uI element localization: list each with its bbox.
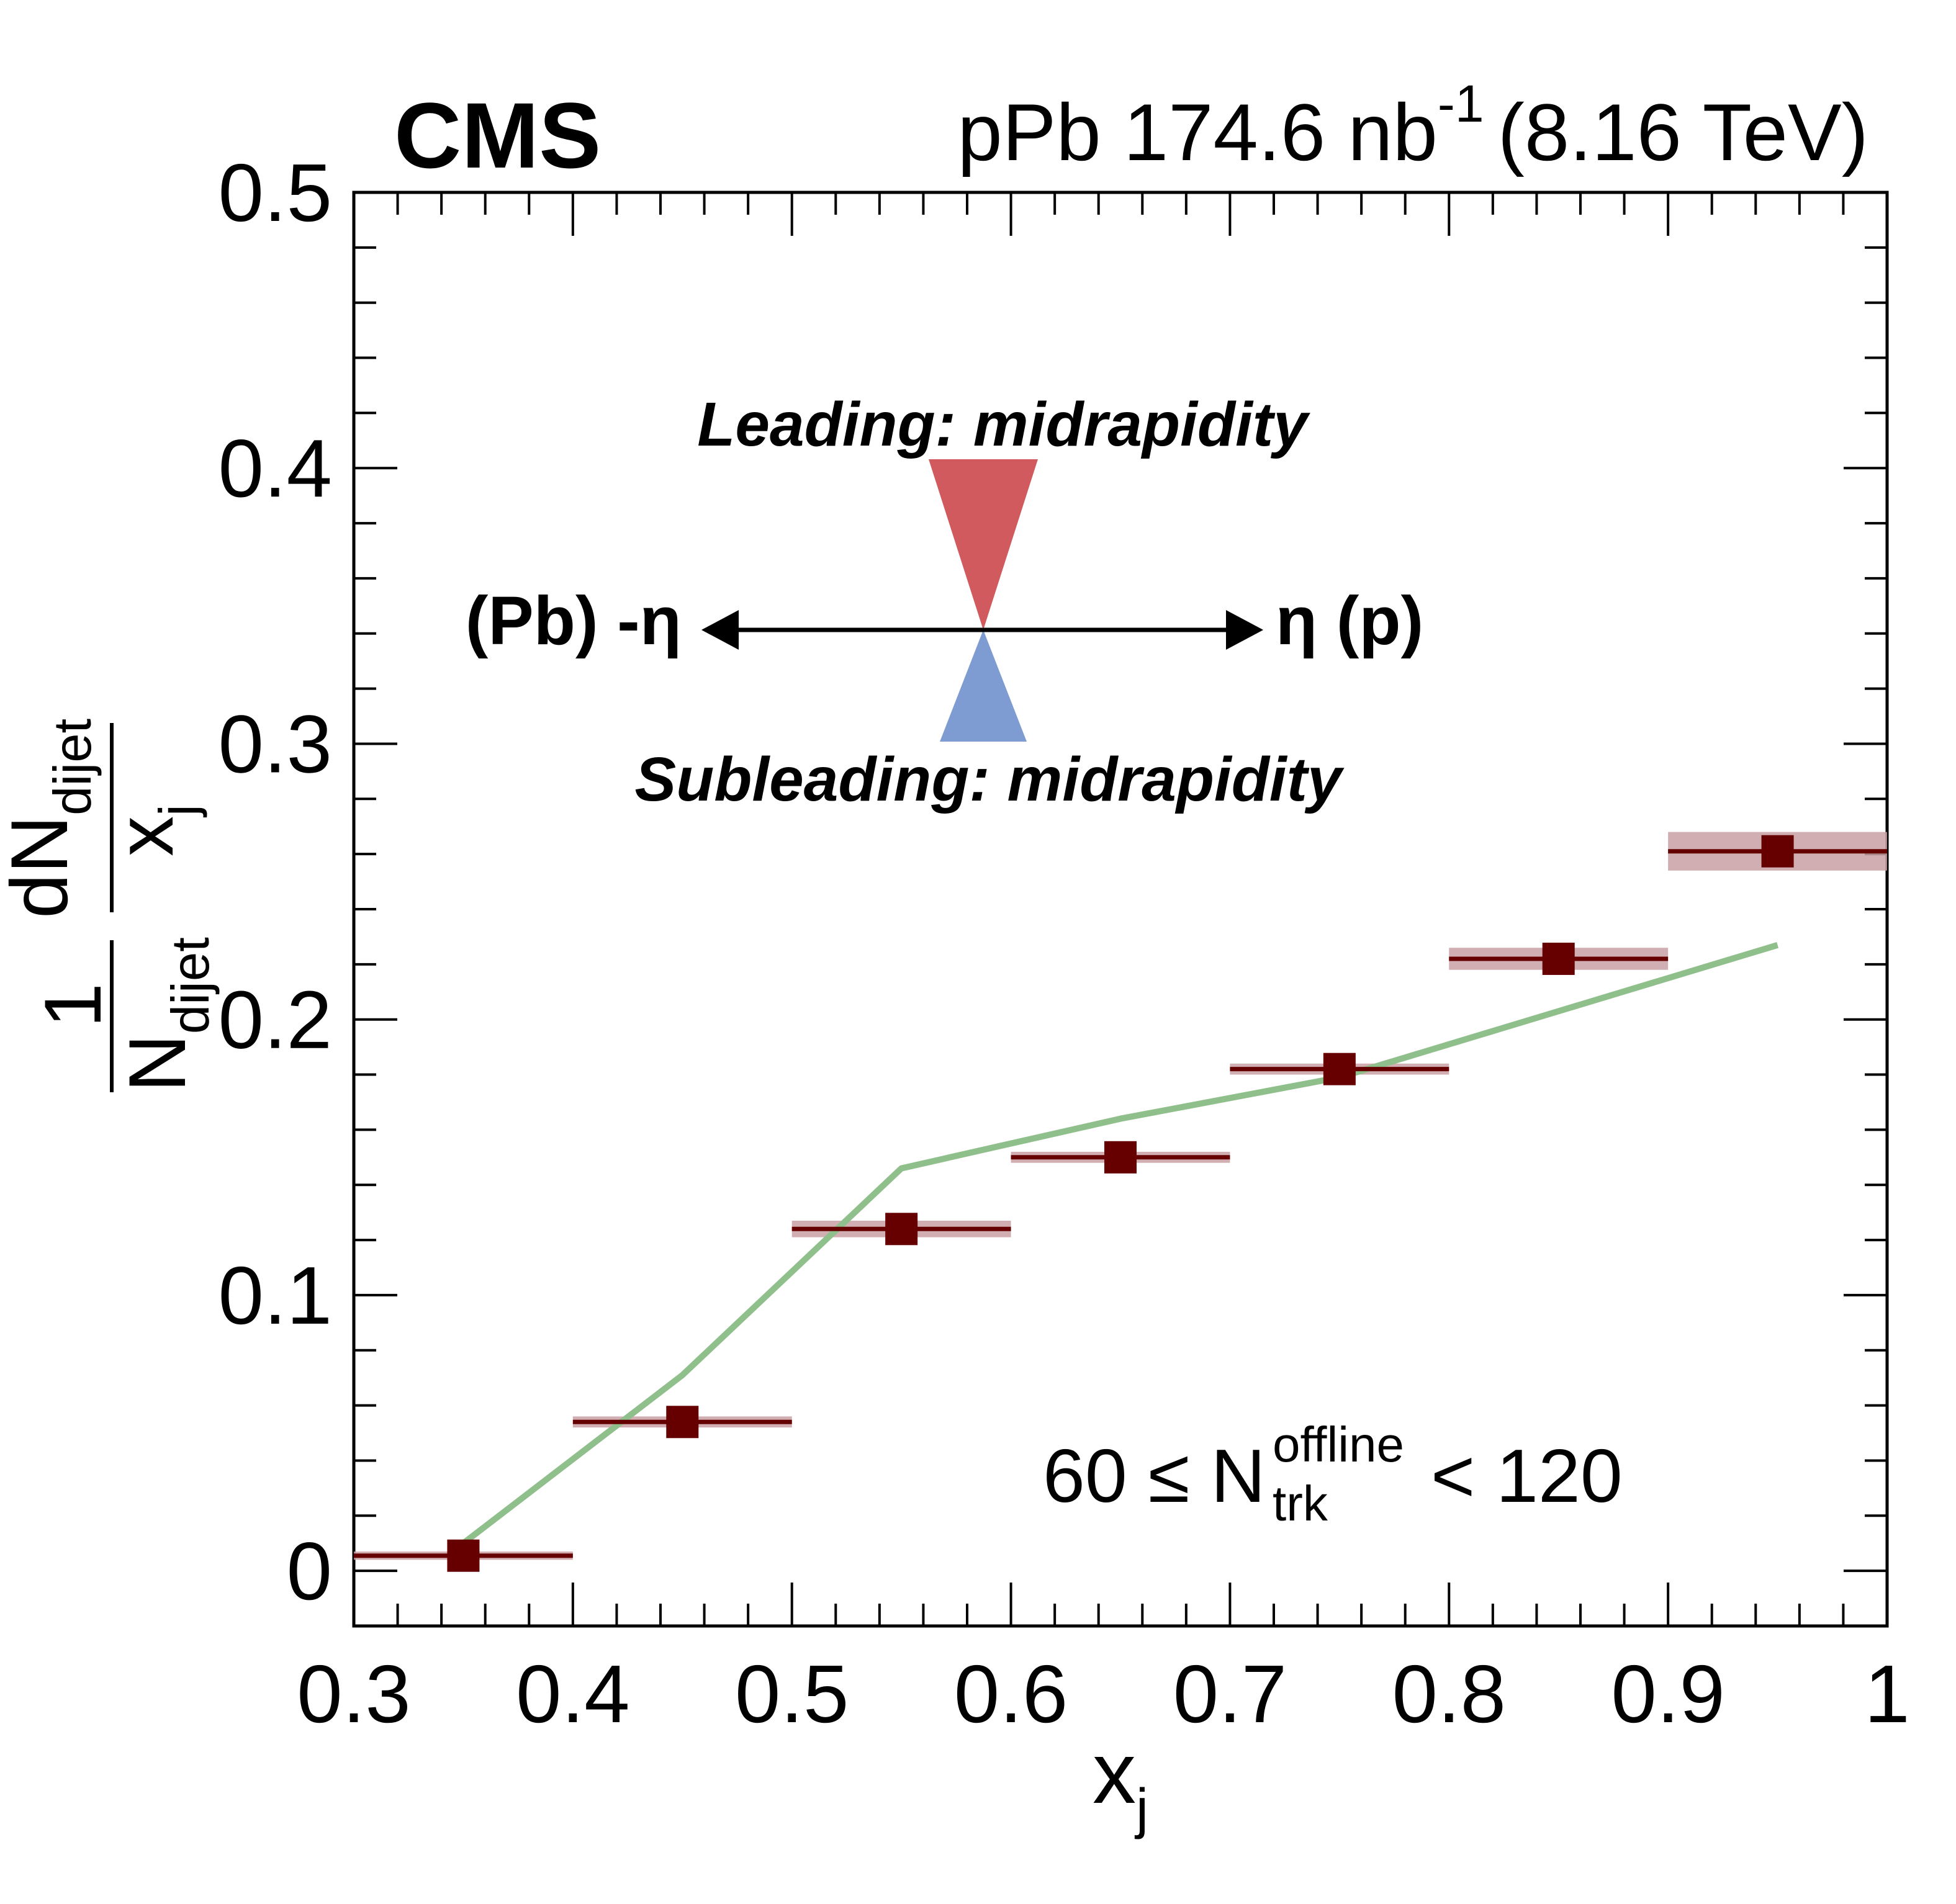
x-tick-label: 1 <box>1864 1648 1909 1740</box>
y-title-numerator: 1 <box>27 983 118 1028</box>
model-line <box>461 942 1779 1546</box>
y-title-frac-den-sub: j <box>149 804 208 818</box>
y-axis-title: 1 Ndijet dNdijet xj <box>0 719 220 1092</box>
y-tick-label: 0.1 <box>219 1250 333 1341</box>
data-point <box>885 1213 918 1246</box>
ntrk-sub: trk <box>1273 1476 1328 1531</box>
x-tick-label: 0.6 <box>954 1648 1068 1740</box>
y-title-frac-den: xj <box>99 804 208 856</box>
x-tick-label: 0.5 <box>735 1648 849 1740</box>
x-axis-title-sub: j <box>1134 1778 1148 1840</box>
y-title-frac-num-sub: dijet <box>43 719 102 815</box>
y-title-frac-num-main: dN <box>0 815 84 918</box>
data-markers <box>447 835 1794 1572</box>
lumi-system: pPb <box>957 87 1101 177</box>
x-tick-labels: 0.3 0.4 0.5 0.6 0.7 0.8 0.9 1 <box>297 1648 1909 1740</box>
y-title-frac-den-main: x <box>99 816 190 856</box>
data-point <box>666 1406 699 1439</box>
y-title-frac-num: dNdijet <box>0 719 102 918</box>
y-title-denominator: Ndijet <box>112 937 220 1092</box>
lumi-exponent: -1 <box>1438 74 1484 133</box>
x-axis-title: xj <box>1093 1724 1148 1840</box>
right-arrow-label: η (p) <box>1276 583 1423 659</box>
data-point <box>1761 835 1794 868</box>
left-arrow-label: (Pb) -η <box>466 583 682 659</box>
x-tick-label: 0.7 <box>1173 1648 1287 1740</box>
leading-label: Leading: midrapidity <box>697 390 1310 459</box>
x-tick-label: 0.9 <box>1611 1648 1725 1740</box>
data-point <box>447 1539 480 1572</box>
experiment-label: CMS <box>394 83 601 187</box>
data-point <box>1323 1053 1356 1085</box>
y-tick-label: 0.4 <box>219 423 333 514</box>
x-tick-label: 0.4 <box>516 1648 630 1740</box>
x-tick-label: 0.3 <box>297 1648 411 1740</box>
lumi-energy: (8.16 TeV) <box>1498 87 1868 177</box>
y-title-denominator-sub: dijet <box>161 937 220 1034</box>
subleading-label: Subleading: midrapidity <box>635 745 1345 814</box>
y-tick-label: 0.2 <box>219 974 333 1066</box>
y-tick-label: 0.3 <box>219 698 333 789</box>
x-axis-title-main: x <box>1093 1724 1136 1821</box>
model-curve <box>461 942 1779 1546</box>
y-tick-label: 0.5 <box>219 147 333 238</box>
ntrk-suffix: < 120 <box>1431 1434 1623 1518</box>
lumi-value: 174.6 <box>1124 87 1325 177</box>
right-arrow-head <box>1226 610 1263 650</box>
data-point <box>1542 942 1575 975</box>
data-point <box>1104 1141 1137 1174</box>
subleading-cone <box>940 630 1027 742</box>
y-title-denominator-main: N <box>112 1034 202 1092</box>
lumi-unit: nb <box>1348 87 1438 177</box>
leading-cone <box>929 459 1038 630</box>
luminosity-label: pPb 174.6 nb-1 (8.16 TeV) <box>957 74 1868 177</box>
x-tick-label: 0.8 <box>1392 1648 1507 1740</box>
ntrk-sup: offline <box>1273 1417 1404 1472</box>
y-tick-labels: 0 0.1 0.2 0.3 0.4 0.5 <box>219 147 333 1617</box>
y-tick-label: 0 <box>287 1525 332 1617</box>
left-arrow-head <box>701 610 739 650</box>
ntrk-prefix: 60 ≤ N <box>1043 1434 1266 1518</box>
